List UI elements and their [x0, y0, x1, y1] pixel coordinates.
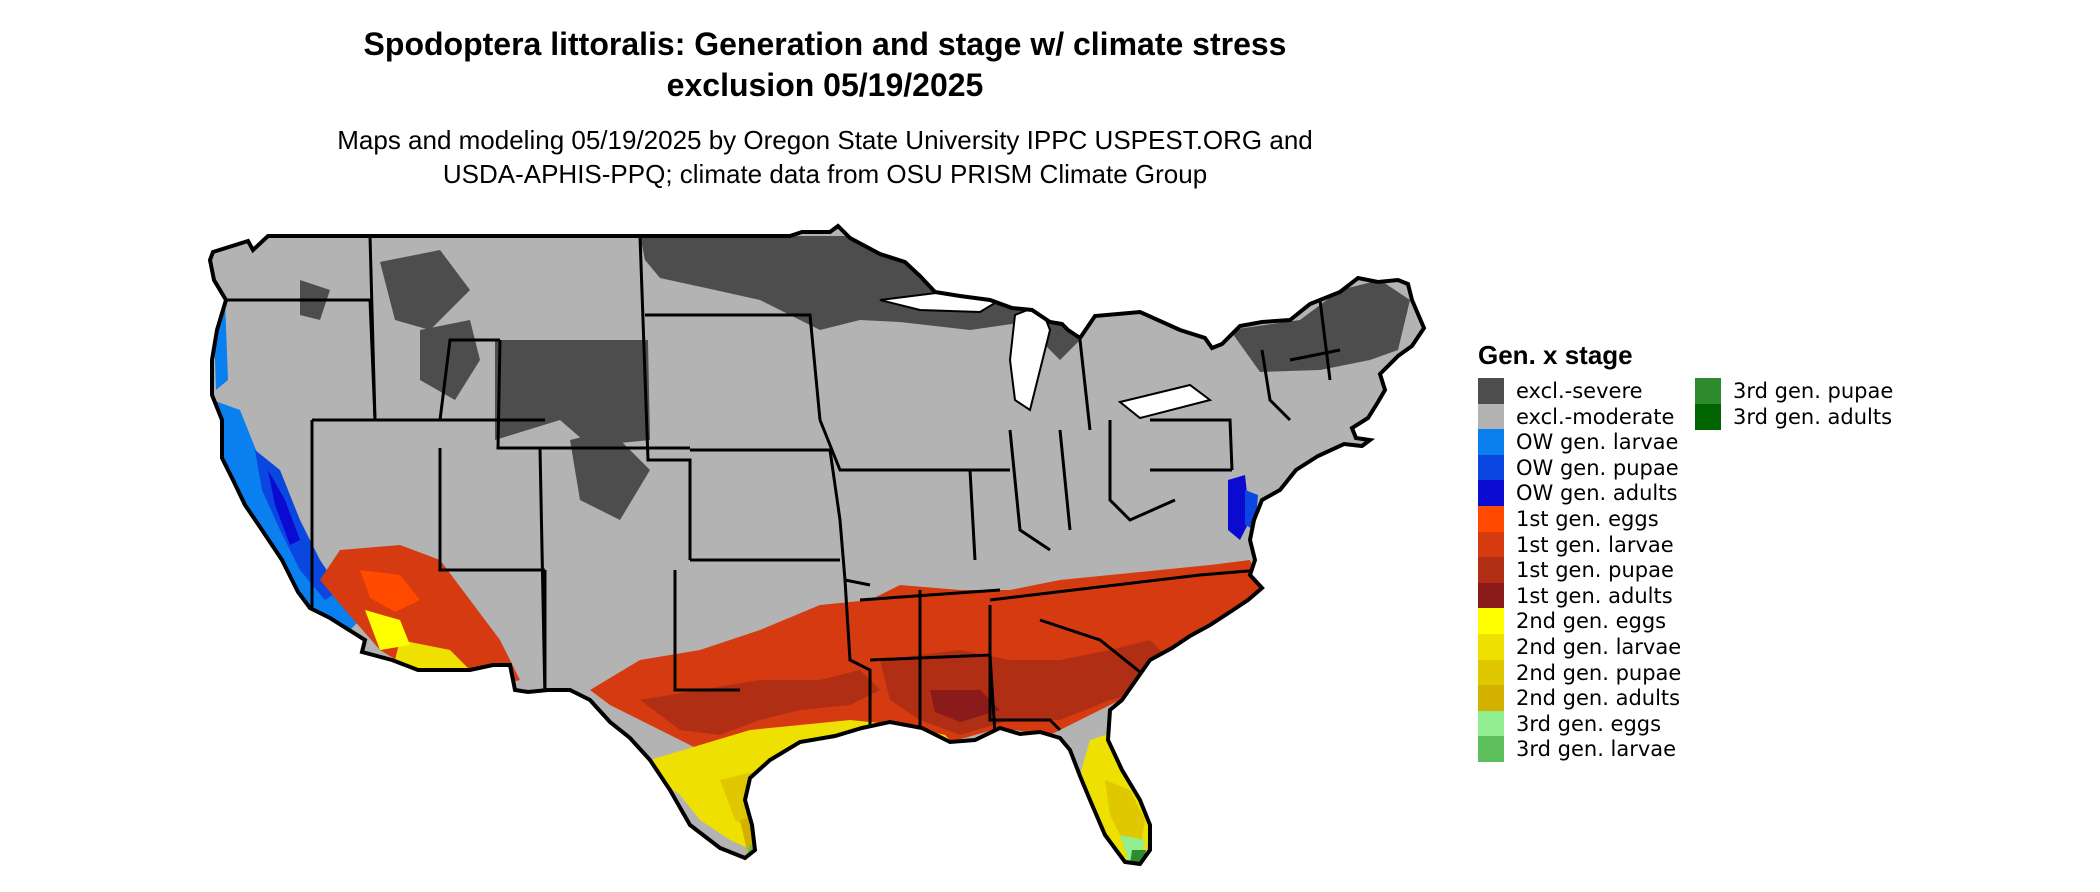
legend-swatch — [1478, 659, 1504, 686]
legend-swatch — [1695, 378, 1721, 404]
legend-title: Gen. x stage — [1478, 340, 1633, 370]
legend-swatch — [1478, 608, 1504, 635]
legend-swatch — [1478, 403, 1504, 430]
legend-label: 3rd gen. pupae — [1733, 379, 1894, 403]
legend-label: excl.-moderate — [1516, 404, 1675, 429]
legend-swatch — [1478, 685, 1504, 712]
legend-swatch — [1478, 634, 1504, 660]
legend-label: 1st gen. larvae — [1516, 532, 1674, 557]
map-subtitle: Maps and modeling 05/19/2025 by Oregon S… — [290, 123, 1360, 191]
legend-label: 3rd gen. adults — [1733, 404, 1893, 429]
legend-swatch — [1478, 454, 1504, 481]
legend-swatch — [1478, 429, 1504, 456]
legend-label: excl.-severe — [1516, 379, 1643, 403]
legend-swatch — [1478, 736, 1504, 763]
map-title-line1: Spodoptera littoralis: Generation and st… — [363, 26, 1287, 62]
legend-label: 1st gen. pupae — [1516, 558, 1674, 583]
legend-label: OW gen. pupae — [1516, 455, 1679, 480]
legend-swatch — [1478, 710, 1504, 737]
legend-swatch — [1478, 582, 1504, 609]
legend-label: 1st gen. eggs — [1516, 507, 1659, 531]
legend-label: 2nd gen. pupae — [1516, 660, 1682, 685]
legend-swatch — [1695, 403, 1721, 430]
legend-label: 3rd gen. eggs — [1516, 711, 1662, 736]
legend-label: 2nd gen. adults — [1516, 686, 1681, 711]
map-subtitle-line2: USDA-APHIS-PPQ; climate data from OSU PR… — [442, 159, 1208, 189]
legend-label: 1st gen. adults — [1516, 583, 1673, 608]
legend-label: OW gen. larvae — [1516, 430, 1679, 455]
map-title-line2: exclusion 05/19/2025 — [666, 67, 984, 103]
map-subtitle-line1: Maps and modeling 05/19/2025 by Oregon S… — [337, 125, 1313, 155]
legend-swatch — [1478, 531, 1504, 558]
map-title: Spodoptera littoralis: Generation and st… — [310, 24, 1340, 106]
legend-label: 2nd gen. eggs — [1516, 609, 1667, 634]
legend-label: 3rd gen. larvae — [1516, 737, 1677, 762]
legend-swatch — [1478, 480, 1504, 507]
us-map — [208, 224, 1426, 866]
legend-swatch — [1478, 557, 1504, 584]
legend-label: 2nd gen. larvae — [1516, 635, 1682, 659]
legend-swatch — [1478, 506, 1504, 532]
map-legend: Gen. x stage excl.-severe excl.-moderate O… — [1478, 340, 2038, 763]
legend-label: OW gen. adults — [1516, 481, 1678, 506]
legend-swatch — [1478, 378, 1504, 404]
